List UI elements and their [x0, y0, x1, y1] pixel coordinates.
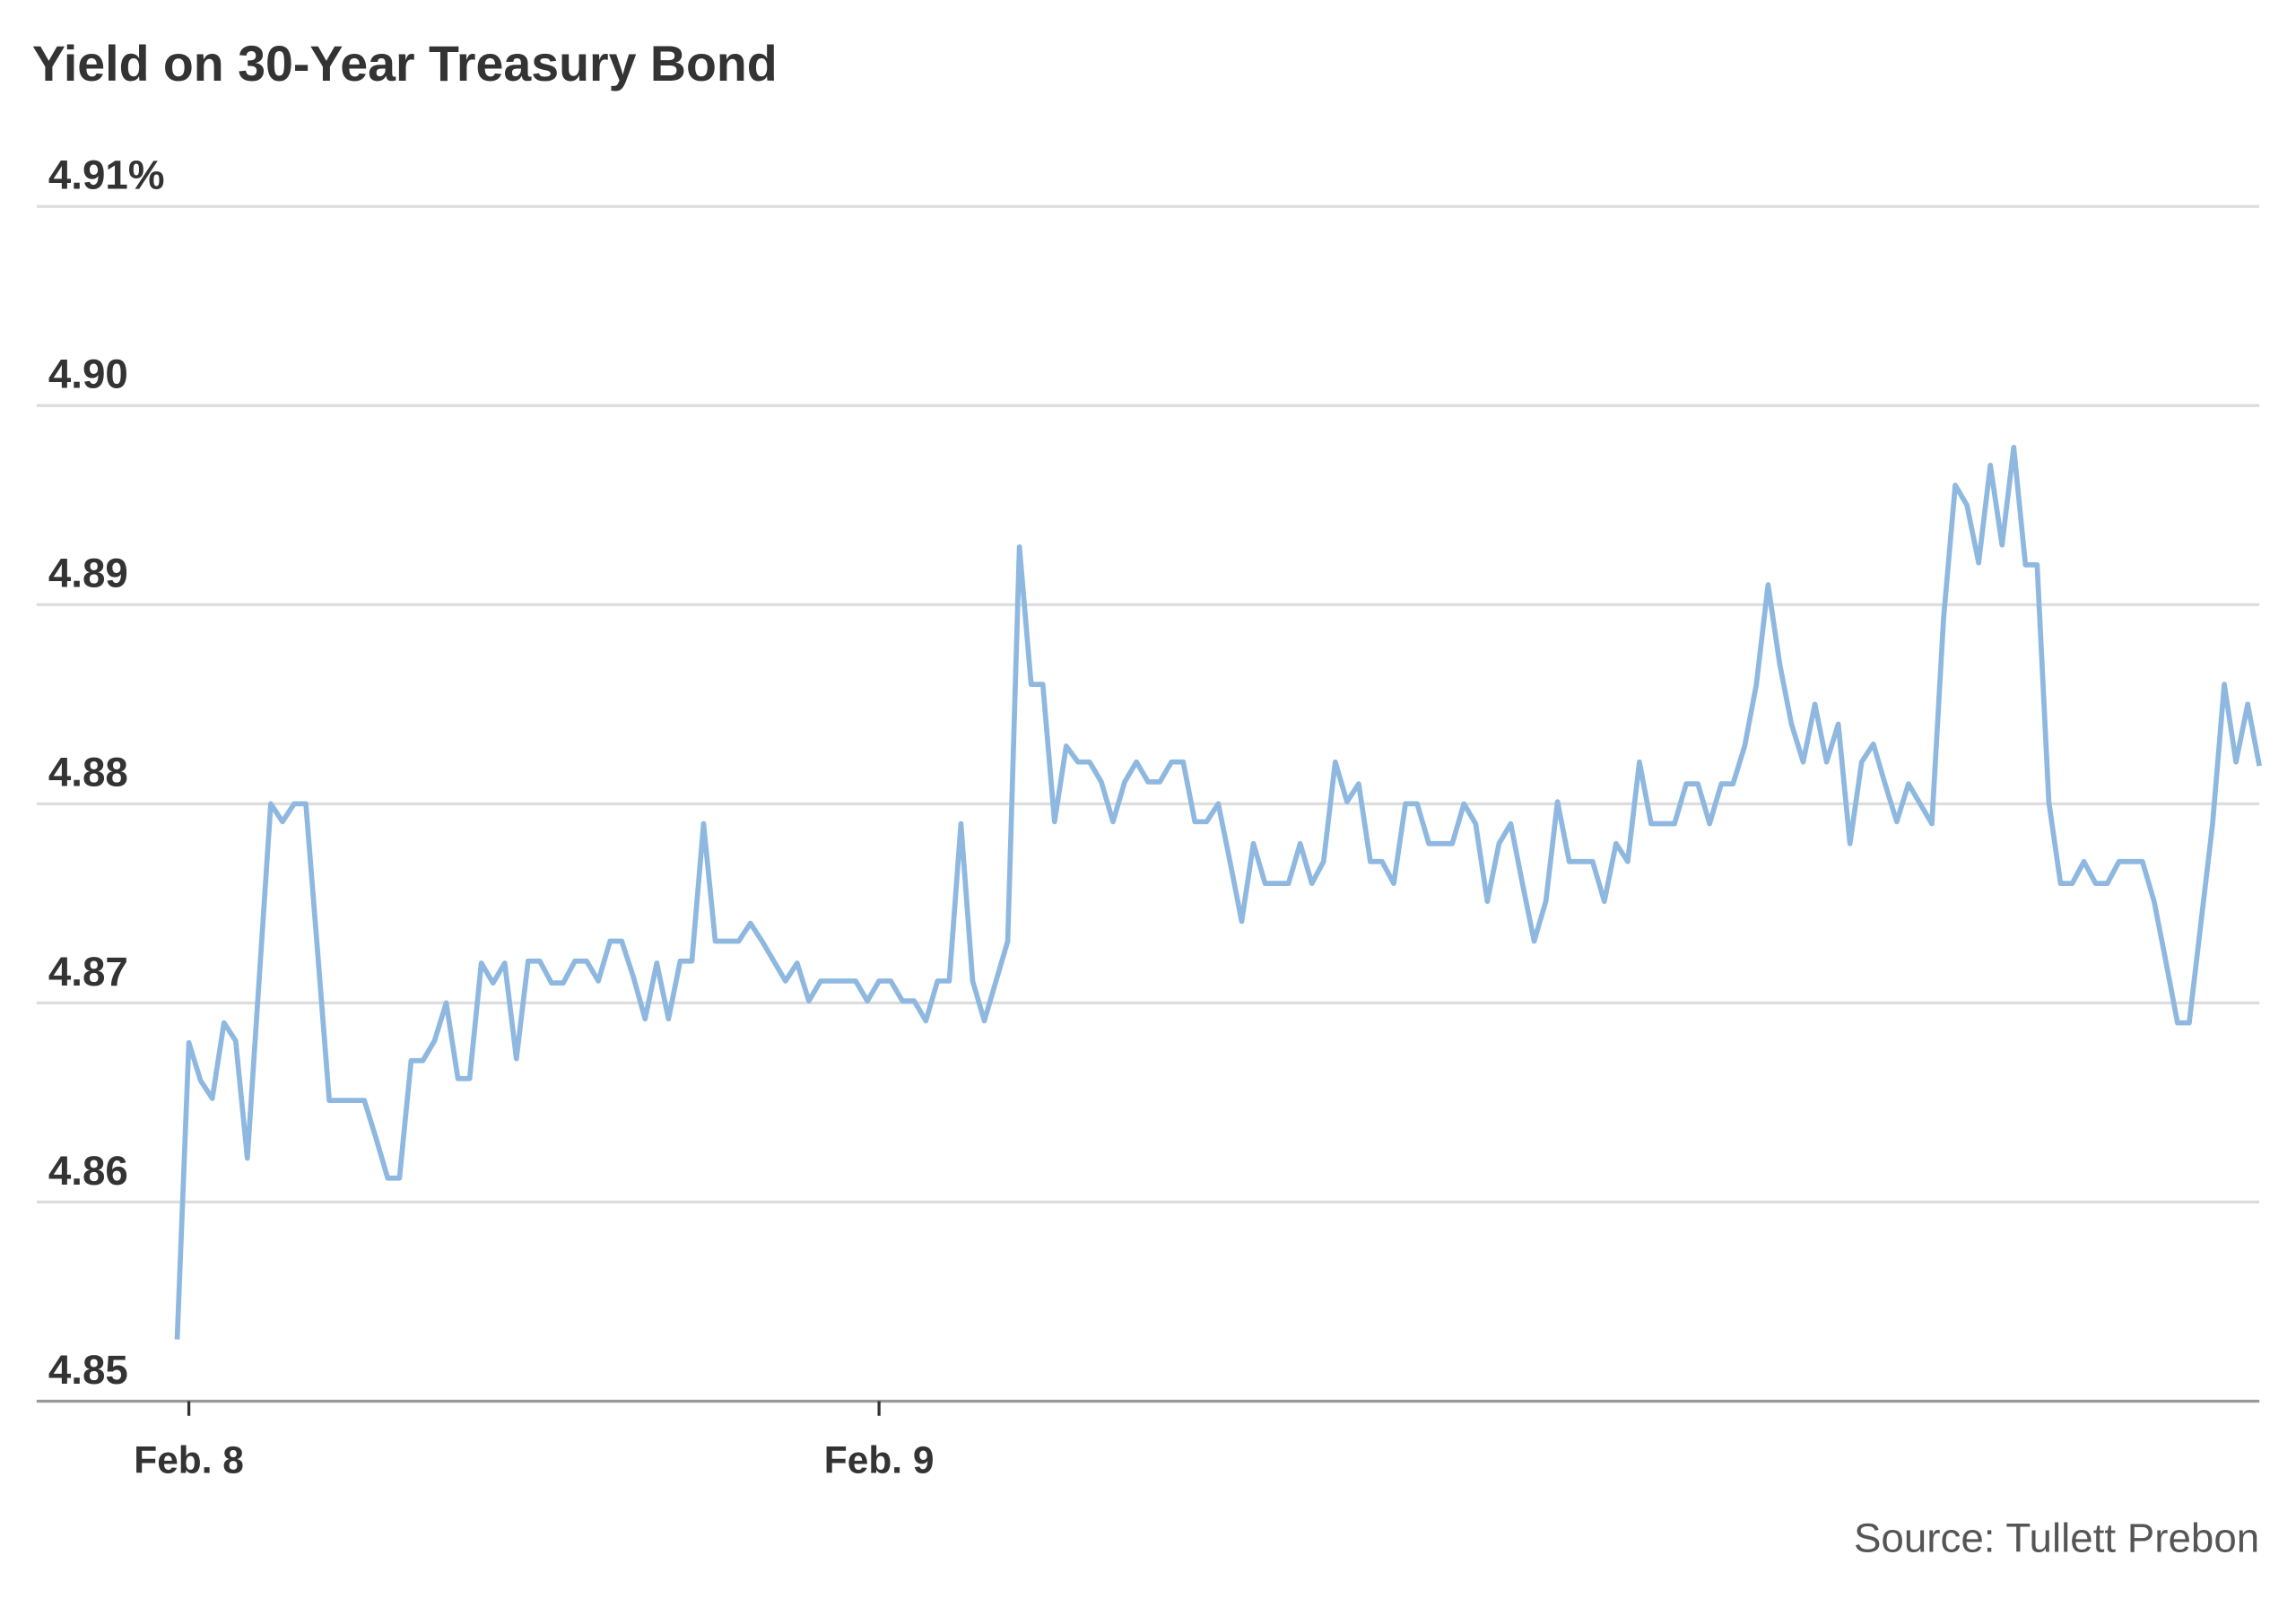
- y-tick-label: 4.91%: [48, 152, 165, 198]
- source-note: Source: Tullett Prebon: [1854, 1516, 2259, 1561]
- y-tick-label: 4.88: [48, 750, 128, 795]
- y-tick-label: 4.86: [48, 1148, 128, 1194]
- x-tick-label: Feb. 8: [134, 1438, 244, 1481]
- yield-line: [174, 445, 2262, 1340]
- y-tick-label: 4.89: [48, 551, 128, 596]
- y-tick-label: 4.90: [48, 352, 128, 397]
- x-tick-label: Feb. 9: [824, 1438, 935, 1481]
- y-tick-label: 4.85: [48, 1347, 128, 1393]
- chart-title: Yield on 30-Year Treasury Bond: [32, 36, 778, 91]
- y-tick-label: 4.87: [48, 949, 128, 995]
